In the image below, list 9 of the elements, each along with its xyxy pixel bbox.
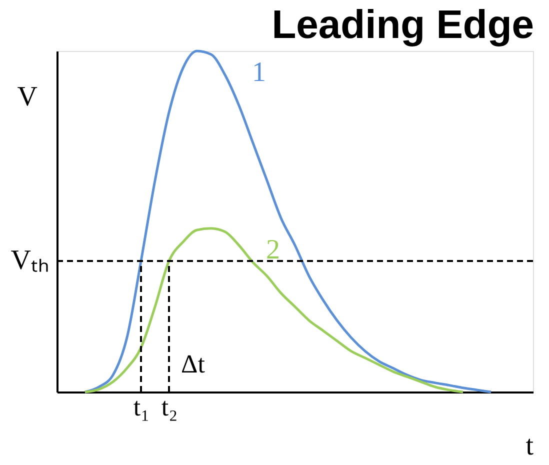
ref-line-label: Vₜₕ (10, 245, 49, 276)
series-label: 2 (266, 234, 280, 266)
x-axis-title: t (526, 430, 534, 462)
series-label: 1 (252, 57, 266, 88)
x-tick-label: t₁ (133, 392, 150, 422)
y-axis-title: V (17, 82, 38, 112)
annotation: Δt (181, 350, 206, 379)
x-tick-label: t₂ (161, 392, 178, 422)
chart-title: Leading Edge (272, 2, 534, 47)
